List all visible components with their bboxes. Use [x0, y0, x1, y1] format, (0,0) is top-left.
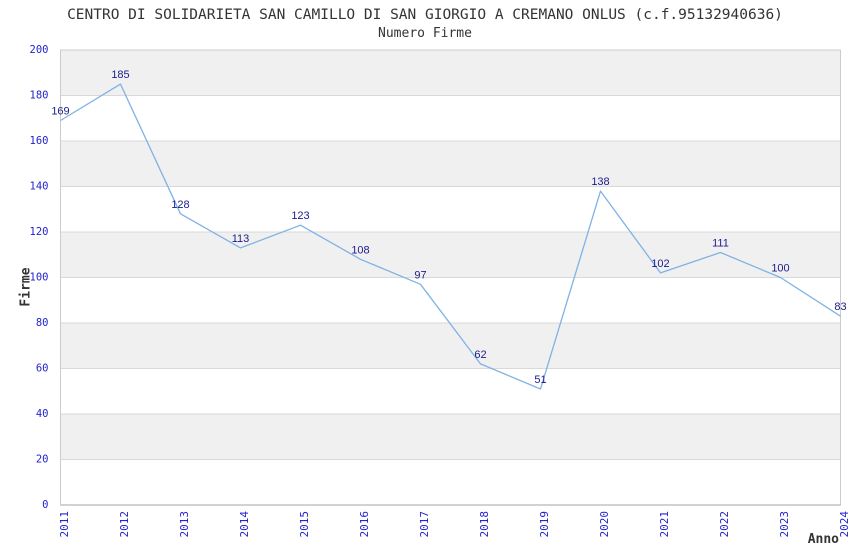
y-tick-label: 100 — [30, 272, 49, 284]
y-tick-label: 60 — [36, 363, 49, 375]
data-label: 51 — [534, 374, 546, 386]
data-label: 185 — [111, 69, 129, 81]
data-label: 108 — [351, 244, 369, 256]
data-label: 83 — [834, 301, 846, 313]
data-label: 138 — [591, 176, 609, 188]
data-label: 123 — [291, 210, 309, 222]
x-tick-label: 2016 — [358, 511, 371, 538]
y-tick-label: 0 — [42, 499, 48, 511]
y-tick-label: 140 — [30, 181, 49, 193]
chart-subtitle: Numero Firme — [378, 26, 472, 41]
y-axis-title: Firme — [19, 267, 34, 306]
data-label: 97 — [414, 269, 426, 281]
data-label: 128 — [171, 199, 189, 211]
plot-band — [60, 50, 841, 96]
data-label: 102 — [651, 258, 669, 270]
y-tick-label: 20 — [36, 454, 49, 466]
x-tick-label: 2011 — [58, 511, 71, 538]
data-label: 62 — [474, 349, 486, 361]
data-label: 100 — [771, 263, 789, 275]
x-tick-label: 2024 — [838, 511, 850, 538]
plot-band — [60, 323, 841, 369]
x-tick-label: 2022 — [718, 511, 731, 538]
data-label: 169 — [51, 106, 69, 118]
x-tick-label: 2019 — [538, 511, 551, 538]
plot-band — [60, 232, 841, 278]
x-axis-title: Anno — [808, 532, 839, 547]
x-tick-label: 2020 — [598, 511, 611, 538]
plot-band — [60, 141, 841, 187]
y-tick-label: 80 — [36, 317, 49, 329]
chart-title: CENTRO DI SOLIDARIETA SAN CAMILLO DI SAN… — [67, 7, 783, 23]
x-tick-label: 2013 — [178, 511, 191, 538]
y-tick-label: 120 — [30, 226, 49, 238]
y-tick-label: 200 — [30, 44, 49, 56]
data-label: 113 — [232, 233, 250, 245]
x-tick-label: 2014 — [238, 511, 251, 538]
x-tick-label: 2018 — [478, 511, 491, 538]
x-tick-label: 2015 — [298, 511, 311, 538]
x-tick-label: 2012 — [118, 511, 131, 538]
y-tick-label: 180 — [30, 90, 49, 102]
series-line — [60, 83, 841, 390]
x-tick-label: 2021 — [658, 511, 671, 538]
y-tick-label: 160 — [30, 135, 49, 147]
x-tick-label: 2017 — [418, 511, 431, 538]
y-tick-label: 40 — [36, 408, 49, 420]
plot-band — [60, 414, 841, 460]
x-tick-label: 2023 — [778, 511, 791, 538]
data-label: 111 — [712, 237, 729, 249]
